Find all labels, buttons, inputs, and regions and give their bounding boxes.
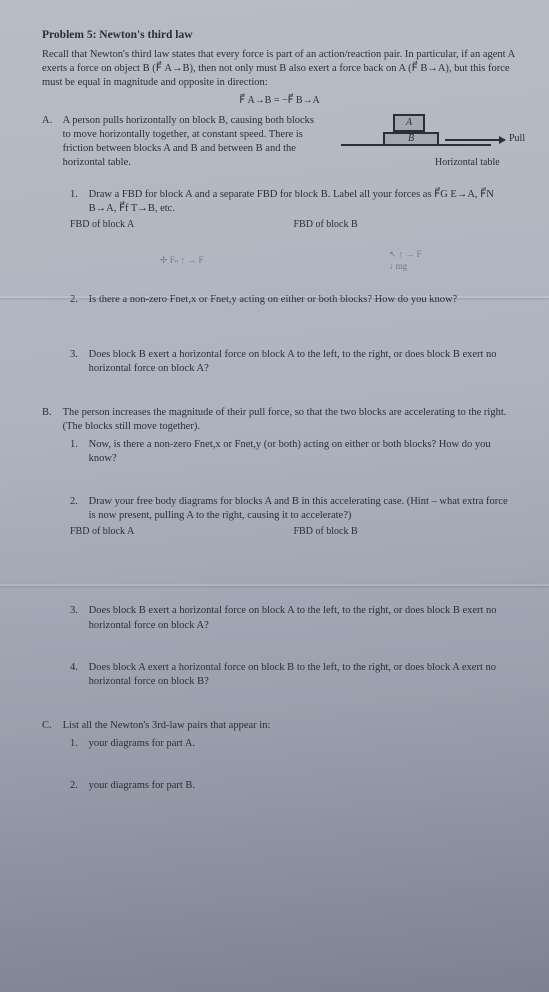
b-fbd-a-label: FBD of block A bbox=[70, 525, 294, 539]
a-q3-num: 3. bbox=[70, 348, 86, 362]
part-c: C. List all the Newton's 3rd-law pairs t… bbox=[42, 719, 517, 794]
b-q4: 4. Does block A exert a horizontal force… bbox=[70, 661, 517, 689]
block-diagram: A B Pull Horizontal table bbox=[327, 114, 517, 180]
b-q4-text: Does block A exert a horizontal force on… bbox=[89, 661, 516, 689]
c-q2-num: 2. bbox=[70, 779, 86, 793]
part-c-label: C. bbox=[42, 719, 60, 733]
c-q2-text: your diagrams for part B. bbox=[89, 779, 516, 793]
part-b-label: B. bbox=[42, 406, 60, 420]
diagram-table-line bbox=[341, 144, 491, 146]
diagram-table-label: Horizontal table bbox=[435, 156, 500, 170]
part-a-stem: A person pulls horizontally on block B, … bbox=[63, 114, 315, 171]
a-fbd-row: FBD of block A ✢ Fₙ ↑ → F FBD of block B… bbox=[70, 218, 517, 290]
a-fbd-a-label: FBD of block A bbox=[70, 218, 294, 232]
newton-equation: F⃗ A→B = −F⃗ B→A bbox=[42, 94, 517, 108]
part-a-label: A. bbox=[42, 114, 60, 128]
b-q4-num: 4. bbox=[70, 661, 86, 675]
b-q2-num: 2. bbox=[70, 495, 86, 509]
b-q1-num: 1. bbox=[70, 438, 86, 452]
diagram-box-a: A bbox=[393, 114, 425, 132]
c-q2: 2. your diagrams for part B. bbox=[70, 779, 517, 793]
problem-title: Problem 5: Newton's third law bbox=[42, 28, 517, 44]
a-q3-text: Does block B exert a horizontal force on… bbox=[89, 348, 516, 376]
a-q1-num: 1. bbox=[70, 188, 86, 202]
intro-text: Recall that Newton's third law states th… bbox=[42, 48, 517, 91]
a-fbd-b-label: FBD of block B bbox=[294, 218, 518, 232]
b-q2-text: Draw your free body diagrams for blocks … bbox=[89, 495, 516, 523]
b-q3: 3. Does block B exert a horizontal force… bbox=[70, 604, 517, 632]
diagram-pull-label: Pull bbox=[509, 132, 525, 146]
b-q3-num: 3. bbox=[70, 604, 86, 618]
a-q1: 1. Draw a FBD for block A and a separate… bbox=[70, 188, 517, 216]
b-fbd-row: FBD of block A FBD of block B bbox=[70, 525, 517, 539]
b-q3-text: Does block B exert a horizontal force on… bbox=[89, 604, 516, 632]
a-fbd-a-sketch: ✢ Fₙ ↑ → F bbox=[70, 231, 294, 289]
b-fbd-b-label: FBD of block B bbox=[294, 525, 518, 539]
b-q2: 2. Draw your free body diagrams for bloc… bbox=[70, 495, 517, 523]
diagram-pull-arrow bbox=[445, 139, 505, 141]
c-q1-text: your diagrams for part A. bbox=[89, 737, 516, 751]
c-q1-num: 1. bbox=[70, 737, 86, 751]
a-fbd-b-sketch: ↖ ↑ → F↓ mg bbox=[294, 231, 518, 289]
part-b-stem: The person increases the magnitude of th… bbox=[63, 406, 516, 434]
b-q1-text: Now, is there a non-zero Fnet,x or Fnet,… bbox=[89, 438, 516, 466]
a-q3: 3. Does block B exert a horizontal force… bbox=[70, 348, 517, 376]
c-q1: 1. your diagrams for part A. bbox=[70, 737, 517, 751]
a-q1-text: Draw a FBD for block A and a separate FB… bbox=[89, 188, 516, 216]
b-q1: 1. Now, is there a non-zero Fnet,x or Fn… bbox=[70, 438, 517, 466]
part-b: B. The person increases the magnitude of… bbox=[42, 406, 517, 713]
part-a: A B Pull Horizontal table A. A person pu… bbox=[42, 114, 517, 400]
part-c-stem: List all the Newton's 3rd-law pairs that… bbox=[63, 719, 516, 733]
